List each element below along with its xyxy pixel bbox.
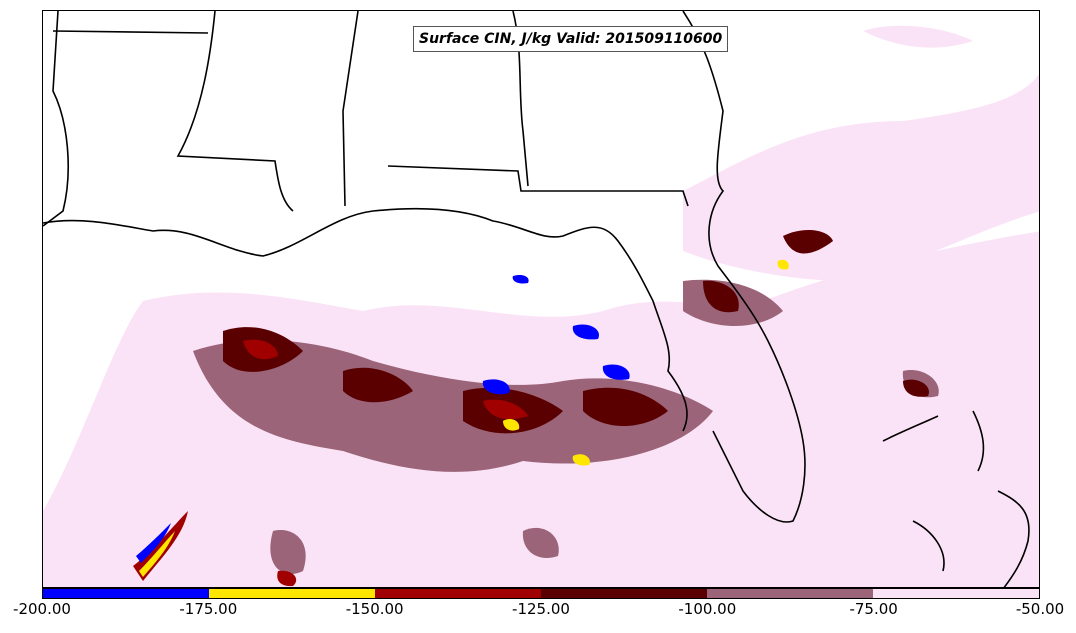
colorbar-segment <box>209 589 375 598</box>
colorbar-segment <box>873 589 1039 598</box>
colorbar-tick-label: -100.00 <box>678 600 737 618</box>
cin-yellow-field <box>139 259 789 577</box>
colorbar-segment <box>375 589 541 598</box>
map-panel: Surface CIN, J/kg Valid: 201509110600 <box>42 10 1040 588</box>
colorbar-tick-label: -125.00 <box>512 600 570 618</box>
colorbar-tick-label: -50.00 <box>1015 600 1065 618</box>
cin-blue-field <box>136 274 630 563</box>
colorbar-segment <box>541 589 707 598</box>
cin-light-field <box>43 25 1039 587</box>
colorbar <box>42 588 1040 599</box>
colorbar-tick-label: -175.00 <box>179 600 238 618</box>
colorbar-tick-label: -150.00 <box>345 600 404 618</box>
colorbar-ticks: -200.00 -175.00 -150.00 -125.00 -100.00 -75.0… <box>0 600 1076 624</box>
colorbar-tick-label: -75.00 <box>849 600 898 618</box>
colorbar-segment <box>707 589 873 598</box>
colorbar-tick-label: -200.00 <box>13 600 71 618</box>
coastline-borders <box>43 11 1030 587</box>
map-title: Surface CIN, J/kg Valid: 201509110600 <box>413 26 729 52</box>
cin-field-map <box>43 11 1039 587</box>
colorbar-segment <box>43 589 209 598</box>
